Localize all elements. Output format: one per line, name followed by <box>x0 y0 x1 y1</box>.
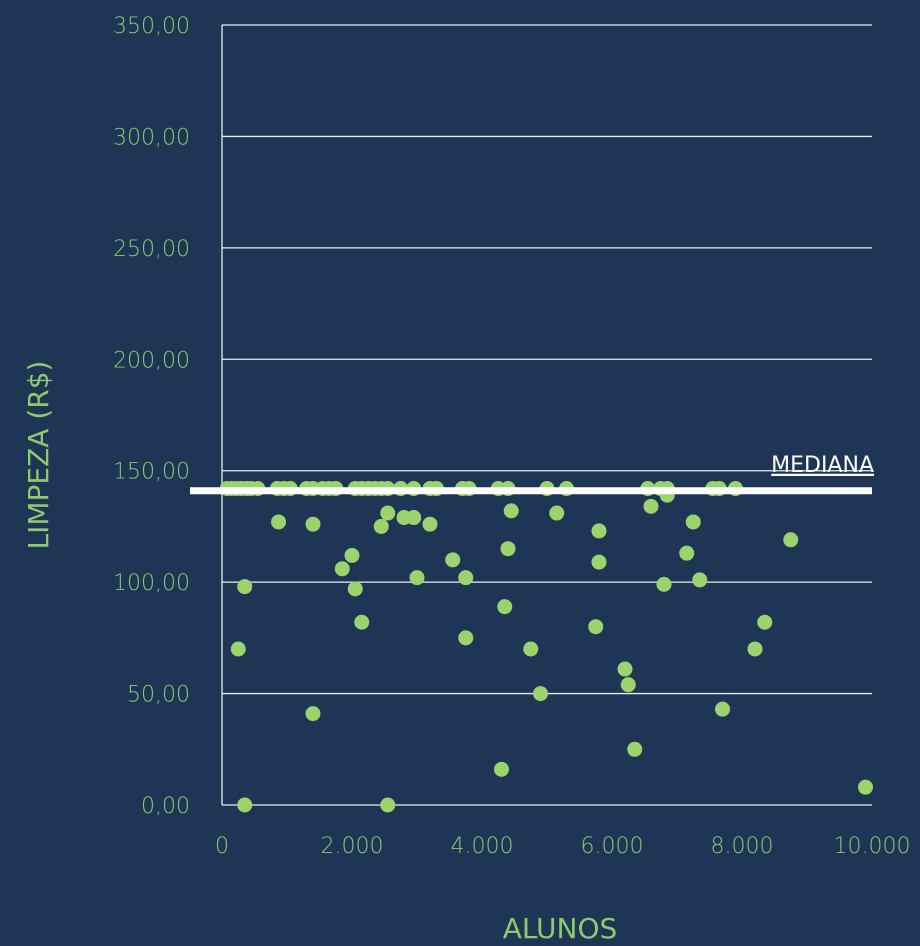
data-point <box>643 498 659 514</box>
y-axis-ticks: 0,00 50,00 100,00 150,00 200,00 250,00 300,00 3… <box>113 14 190 819</box>
y-tick-label: 300,00 <box>113 125 190 150</box>
median-label: MEDIANA <box>771 453 874 478</box>
data-point <box>656 576 672 592</box>
data-point <box>692 572 708 588</box>
y-tick-label: 250,00 <box>113 237 190 262</box>
x-axis-title: ALUNOS <box>503 912 618 945</box>
data-point <box>334 561 350 577</box>
y-axis-title: LIMPEZA (R$) <box>22 361 55 550</box>
x-tick-label: 8.000 <box>711 834 774 859</box>
data-point <box>422 516 438 532</box>
y-tick-label: 50,00 <box>127 683 190 708</box>
x-tick-label: 6.000 <box>581 834 644 859</box>
data-point <box>409 570 425 586</box>
x-tick-label: 2.000 <box>321 834 384 859</box>
y-tick-label: 0,00 <box>141 794 190 819</box>
data-point <box>620 677 636 693</box>
data-point <box>757 614 773 630</box>
median: MEDIANA <box>190 453 874 495</box>
data-point <box>344 547 360 563</box>
data-point <box>445 552 461 568</box>
data-point <box>230 641 246 657</box>
data-point <box>380 505 396 521</box>
x-tick-label: 4.000 <box>451 834 514 859</box>
data-point <box>549 505 565 521</box>
x-tick-label: 10.000 <box>834 834 911 859</box>
grid-lines <box>221 24 872 806</box>
data-point <box>627 741 643 757</box>
data-point <box>458 630 474 646</box>
data-point <box>617 661 633 677</box>
y-tick-label: 200,00 <box>113 348 190 373</box>
data-point <box>715 701 730 717</box>
data-point <box>858 779 873 795</box>
y-tick-label: 100,00 <box>113 571 190 596</box>
data-point <box>588 619 604 635</box>
data-point <box>500 541 516 557</box>
data-point <box>305 516 321 532</box>
data-point <box>354 614 370 630</box>
y-tick-label: 150,00 <box>113 460 190 485</box>
x-axis-ticks: 0 2.000 4.000 6.000 8.000 10.000 <box>215 834 910 859</box>
data-points <box>219 481 873 813</box>
data-point <box>271 514 287 530</box>
data-point <box>747 641 763 657</box>
data-point <box>533 686 548 702</box>
data-point <box>503 503 519 519</box>
data-point <box>494 761 509 777</box>
data-point <box>685 514 701 530</box>
data-point <box>237 579 253 595</box>
data-point <box>237 797 253 813</box>
data-point <box>523 641 539 657</box>
data-point <box>373 518 389 534</box>
data-point <box>458 570 474 586</box>
data-point <box>679 545 695 561</box>
data-point <box>347 581 363 597</box>
data-point <box>380 797 396 813</box>
data-point <box>783 532 799 548</box>
data-point <box>305 706 321 722</box>
data-point <box>591 554 607 570</box>
y-tick-label: 350,00 <box>113 14 190 39</box>
x-tick-label: 0 <box>215 834 229 859</box>
data-point <box>591 523 607 539</box>
data-point <box>406 510 422 526</box>
data-point <box>497 599 513 615</box>
